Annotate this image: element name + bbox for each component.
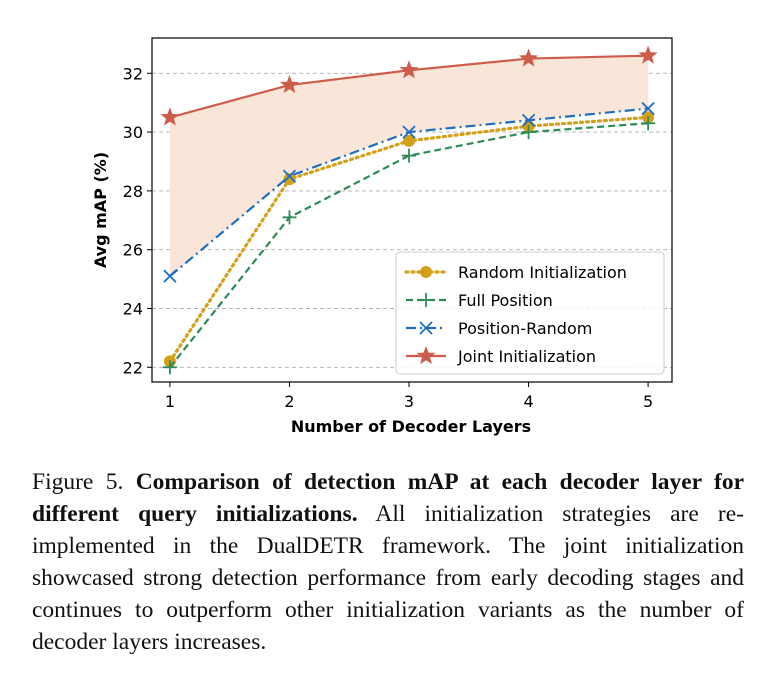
data-point [521,113,536,127]
legend: Random Initialization Full Position Positi… [395,251,665,375]
series-position-random [163,101,655,283]
data-point [282,210,297,225]
data-point [521,125,536,140]
data-point [160,107,180,126]
data-point [519,48,539,67]
data-point [638,45,658,64]
x-tick-label: 5 [643,392,653,411]
line-chart: 1 2 3 4 5 22 24 26 28 30 32 Number of Decoder Lay… [91,37,673,436]
legend-label: Joint Initialization [457,347,596,366]
legend-label: Position-Random [458,319,592,338]
x-tick-label: 4 [523,392,533,411]
data-point [283,173,296,186]
shaded-region [169,55,649,277]
legend-entry: Position-Random [406,319,592,338]
y-tick-label: 24 [123,299,143,318]
data-point [419,321,433,335]
legend-entry: Random Initialization [404,263,627,282]
data-point [162,360,177,375]
data-point [420,266,432,278]
y-tick-label: 22 [123,358,143,377]
data-point [416,346,436,365]
data-point [641,101,655,116]
data-point [279,75,299,94]
x-axis-title: Number of Decoder Layers [291,417,531,436]
y-axis-title: Avg mAP (%) [91,152,110,268]
x-tick-label: 2 [284,392,294,411]
x-tick-label: 3 [404,392,414,411]
plot-frame [151,37,673,383]
data-point [403,134,416,147]
y-tick-label: 28 [123,182,143,201]
data-point [402,148,417,163]
data-point [399,60,419,79]
data-point [163,269,177,283]
series-line [169,122,649,368]
legend-label: Random Initialization [458,263,627,282]
caption-label: Figure 5. [32,469,124,495]
series-joint-initialization [160,45,658,126]
data-point [419,293,433,307]
figure-caption: Figure 5. Comparison of detection mAP at… [32,466,744,658]
series-full-position [162,116,656,375]
y-tick-label: 26 [123,241,143,260]
x-tick-label: 1 [165,392,175,411]
data-point [282,169,297,183]
legend-entry: Full Position [406,291,553,310]
data-point [641,116,656,131]
legend-label: Full Position [458,291,553,310]
y-tick-label: 32 [123,64,143,83]
caption-text: All initialization strategies are re-imp… [32,501,744,655]
y-axis-ticks: 22 24 26 28 30 32 [123,64,152,377]
legend-entry: Joint Initialization [406,346,596,366]
data-point [402,125,416,139]
caption-bold: Comparison of detection mAP at each deco… [32,469,745,527]
series-layer [160,45,658,375]
x-axis-ticks: 1 2 3 4 5 [165,382,653,411]
legend-box [395,251,665,375]
y-tick-label: 30 [123,123,143,142]
